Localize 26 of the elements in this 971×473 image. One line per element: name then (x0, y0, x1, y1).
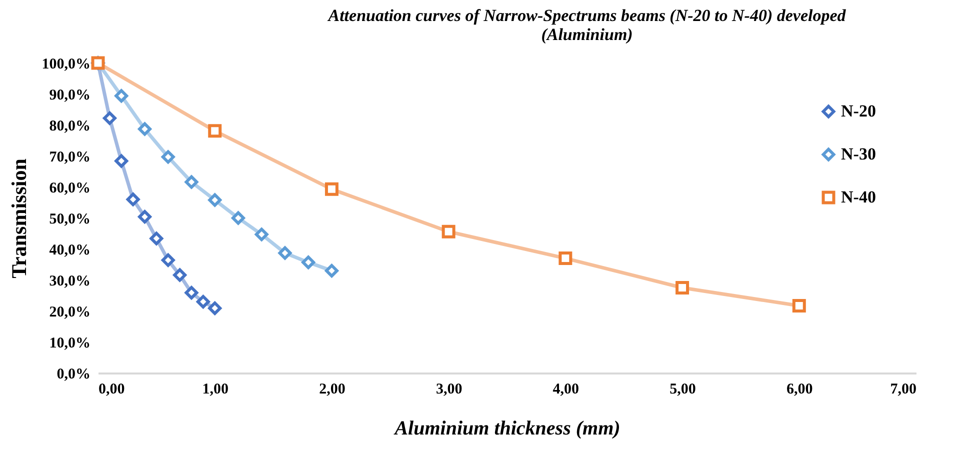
x-tick-label: 1,00 (202, 382, 228, 398)
y-tick-label: 40,0% (49, 242, 90, 258)
y-tick-label: 100,0% (42, 56, 90, 72)
y-tick-label: 10,0% (49, 336, 90, 352)
legend-label: N-40 (841, 188, 876, 206)
text: Attenuation curves of Narrow-Spectrums beams (N-20 to N-40) developed (328, 6, 846, 25)
y-tick-label: 90,0% (49, 88, 90, 104)
y-axis-title: Transmission (6, 158, 31, 278)
y-tick-label: 30,0% (49, 274, 90, 290)
x-tick-label: 2,00 (319, 382, 346, 398)
x-tick-label: 6,00 (786, 382, 813, 398)
y-tick-label: 50,0% (49, 212, 90, 228)
x-axis-title: Aluminium thickness (mm) (392, 418, 620, 440)
text: (Aluminium) (541, 24, 633, 44)
x-tick-label: 3,00 (436, 382, 462, 398)
legend-label: N-30 (841, 144, 876, 164)
y-tick-label: 20,0% (49, 304, 90, 320)
y-tick-label: 60,0% (49, 180, 90, 196)
y-tick-label: 70,0% (49, 150, 90, 166)
y-tick-label: 80,0% (49, 118, 90, 134)
x-tick-label: 5,00 (670, 382, 696, 398)
legend-label: N-20 (841, 102, 876, 120)
y-tick-label: 0,0% (56, 366, 90, 382)
x-tick-label: 7,00 (890, 382, 916, 398)
x-tick-label: 4,00 (552, 382, 580, 398)
x-tick-label: 0,00 (98, 382, 125, 398)
